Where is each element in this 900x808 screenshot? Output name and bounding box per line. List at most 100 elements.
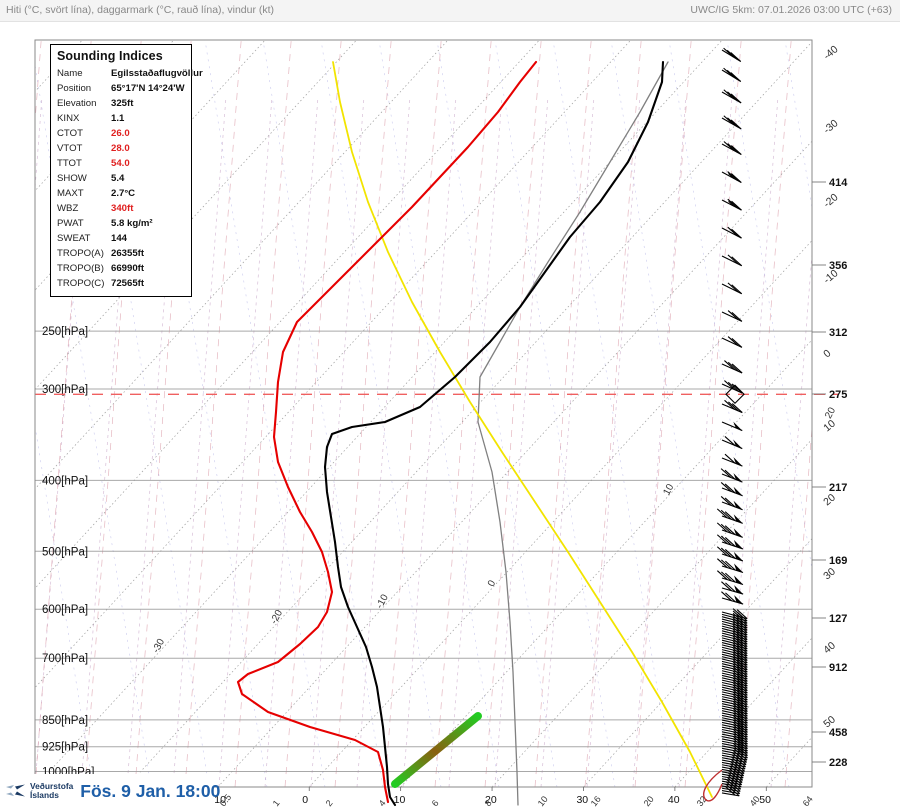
isotherm-label-group: -30 — [151, 637, 168, 655]
mixing-ratio-line — [610, 40, 732, 787]
barb-full-tick — [737, 706, 748, 717]
isotherm-line — [583, 538, 812, 787]
wind-barb — [716, 534, 744, 550]
index-value: 72565ft — [111, 278, 145, 289]
wind-barb — [721, 591, 744, 605]
dry-adiabat-line — [172, 97, 227, 787]
index-value: 144 — [111, 233, 128, 244]
index-key: TROPO(C) — [57, 278, 105, 289]
isotherm-line — [674, 637, 812, 787]
barb-full-tick — [725, 572, 736, 583]
barb-full-tick — [735, 757, 746, 768]
barb-full-tick — [736, 630, 748, 640]
barb-shaft — [721, 541, 744, 550]
isotherm-line — [491, 438, 812, 787]
index-value: 325ft — [111, 98, 134, 109]
wind-barb-column[interactable] — [703, 47, 748, 802]
moist-adiabat-line — [534, 40, 592, 787]
barb-full-tick — [736, 683, 748, 694]
pressure-label: 700[hPa] — [42, 653, 88, 665]
wind-barb — [721, 453, 743, 467]
index-value: 2.7°C — [111, 188, 136, 199]
dry-adiabat-line — [218, 97, 273, 787]
mixing-ratio-line — [35, 424, 94, 787]
moist-adiabat-line — [35, 40, 92, 787]
index-row: PWAT 5.8 kg/m² — [57, 216, 186, 231]
pressure-label: 600[hPa] — [42, 604, 88, 616]
barb-full-tick — [731, 200, 742, 211]
barb-full-tick — [730, 93, 742, 104]
barb-flag — [734, 563, 744, 573]
barb-full-tick — [720, 571, 732, 582]
mixing-ratio-line — [784, 40, 812, 210]
index-value: 26.0 — [111, 128, 130, 139]
barb-full-tick — [723, 141, 735, 151]
barb-full-tick — [724, 511, 736, 522]
barb-full-tick — [730, 52, 742, 62]
header-bar: Hiti (°C, svört lína), daggarmark (°C, r… — [0, 0, 900, 22]
wind-barb — [721, 310, 743, 322]
barb-flag — [734, 575, 744, 585]
mixing-ratio-line — [35, 785, 36, 787]
index-key: TTOT — [57, 158, 82, 169]
index-key: SWEAT — [57, 233, 91, 244]
barb-full-tick — [716, 522, 728, 533]
isotherm-label-group: -20 — [269, 608, 286, 626]
index-key: CTOT — [57, 128, 83, 139]
barb-full-tick — [731, 363, 743, 374]
barb-flag — [733, 439, 743, 449]
mixing-ratio-tick-label: 32 — [695, 794, 709, 808]
barb-full-tick — [725, 592, 736, 603]
index-key: TROPO(A) — [57, 248, 104, 259]
barb-full-tick — [730, 777, 742, 788]
dry-adiabat-line — [80, 97, 135, 787]
org-name-line1: Veðurstofa — [30, 780, 74, 791]
moist-adiabat-line — [484, 40, 542, 787]
barb-full-tick — [727, 143, 738, 153]
wind-barb — [721, 47, 742, 62]
index-row: Name Egilsstaðaflugvöllur — [57, 66, 203, 81]
bottom-tick-label: 20 — [485, 794, 497, 806]
barb-full-tick — [720, 468, 732, 479]
barb-full-tick — [727, 91, 738, 102]
barb-shaft — [721, 597, 744, 605]
moist-adiabat-line — [885, 40, 900, 787]
barb-shaft — [721, 487, 743, 497]
barb-shaft — [721, 337, 743, 348]
barb-full-tick — [737, 709, 748, 719]
right-temp-label: 0 — [821, 347, 833, 360]
bottom-tick-label: 50 — [759, 794, 771, 806]
barb-full-tick — [731, 403, 743, 413]
barb-full-tick — [734, 761, 745, 772]
barb-full-tick — [720, 547, 732, 558]
barb-full-tick — [737, 695, 748, 705]
barb-full-tick — [730, 72, 742, 82]
mixing-ratio-line — [436, 40, 558, 787]
barb-full-tick — [736, 625, 748, 636]
mixing-ratio-tick-label: 16 — [589, 794, 603, 808]
isotherm-label: -30 — [151, 637, 168, 655]
wind-barb — [720, 468, 743, 483]
barb-full-tick — [737, 748, 748, 759]
org-name-line2: Íslands — [30, 790, 59, 800]
wind-barb — [721, 198, 742, 211]
barb-full-tick — [731, 311, 743, 322]
index-key: SHOW — [57, 173, 87, 184]
barb-full-tick — [727, 361, 739, 372]
isotherm-label: -10 — [374, 592, 391, 610]
moist-adiabat-line — [384, 40, 442, 787]
wind-barb — [721, 785, 740, 797]
barb-full-tick — [737, 720, 748, 731]
isotherm-line — [35, 40, 632, 689]
temperature-curve — [323, 60, 665, 807]
index-value: 26355ft — [111, 248, 145, 259]
isotherm-label: 10 — [661, 482, 676, 497]
index-row: TTOT 54.0 — [57, 156, 186, 171]
barb-full-tick — [724, 497, 736, 508]
isotherm-line — [858, 40, 900, 787]
barb-shaft — [721, 577, 744, 586]
flight-level-label: 127 — [829, 613, 847, 625]
isotherm-label: 0 — [486, 578, 499, 588]
mixing-ratio-tick-label: 8 — [483, 798, 494, 808]
